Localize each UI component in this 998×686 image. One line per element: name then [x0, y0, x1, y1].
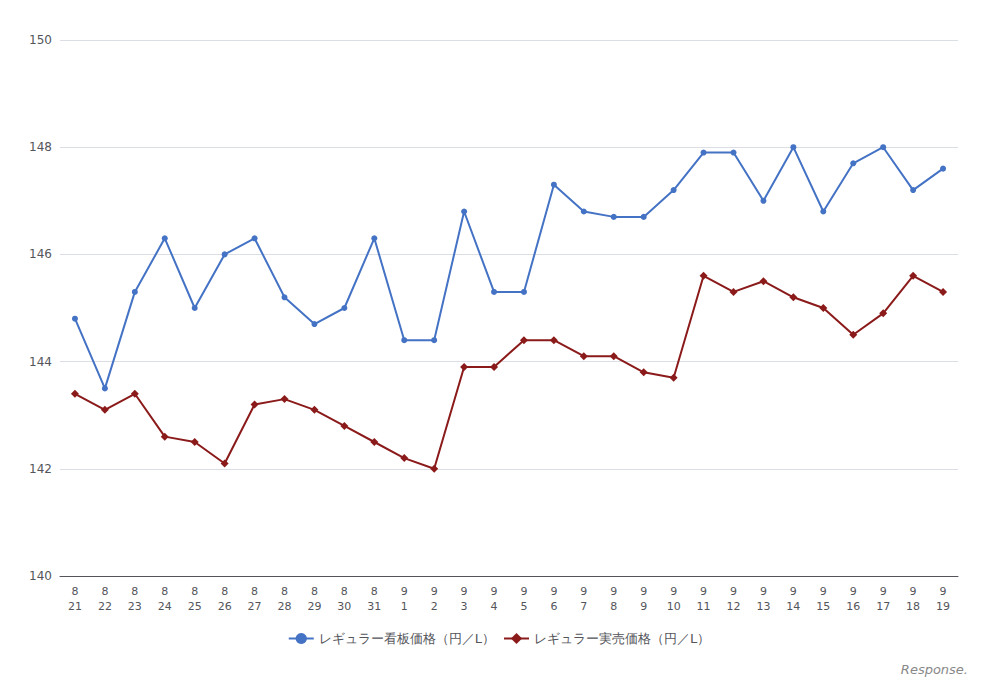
svg-text:27: 27 — [248, 600, 262, 613]
svg-text:9: 9 — [880, 585, 887, 598]
svg-text:8: 8 — [281, 585, 288, 598]
svg-text:8: 8 — [311, 585, 318, 598]
svg-text:31: 31 — [367, 600, 381, 613]
svg-text:9: 9 — [730, 585, 737, 598]
svg-text:3: 3 — [461, 600, 468, 613]
svg-text:7: 7 — [580, 600, 587, 613]
svg-text:18: 18 — [906, 600, 920, 613]
svg-text:9: 9 — [640, 585, 647, 598]
svg-text:6: 6 — [550, 600, 557, 613]
svg-text:9: 9 — [820, 585, 827, 598]
svg-text:148: 148 — [29, 140, 52, 154]
svg-text:8: 8 — [71, 585, 78, 598]
svg-text:レギュラー実売価格（円／L）: レギュラー実売価格（円／L） — [534, 631, 710, 646]
svg-text:10: 10 — [667, 600, 681, 613]
svg-text:9: 9 — [910, 585, 917, 598]
svg-text:9: 9 — [610, 585, 617, 598]
svg-text:13: 13 — [756, 600, 770, 613]
svg-text:9: 9 — [790, 585, 797, 598]
svg-text:8: 8 — [191, 585, 198, 598]
svg-text:9: 9 — [401, 585, 408, 598]
svg-text:29: 29 — [307, 600, 321, 613]
svg-text:9: 9 — [940, 585, 947, 598]
svg-text:30: 30 — [337, 600, 351, 613]
svg-text:8: 8 — [341, 585, 348, 598]
svg-text:8: 8 — [161, 585, 168, 598]
svg-text:146: 146 — [29, 247, 52, 261]
svg-text:9: 9 — [520, 585, 527, 598]
svg-text:8: 8 — [221, 585, 228, 598]
svg-text:8: 8 — [371, 585, 378, 598]
svg-text:16: 16 — [846, 600, 860, 613]
svg-text:4: 4 — [491, 600, 498, 613]
svg-text:150: 150 — [29, 33, 52, 47]
svg-text:9: 9 — [580, 585, 587, 598]
svg-text:Response.: Response. — [901, 662, 968, 677]
svg-text:8: 8 — [131, 585, 138, 598]
svg-text:144: 144 — [29, 355, 52, 369]
svg-text:25: 25 — [188, 600, 202, 613]
svg-text:14: 14 — [786, 600, 800, 613]
svg-text:9: 9 — [640, 600, 647, 613]
svg-text:8: 8 — [251, 585, 258, 598]
svg-text:2: 2 — [431, 600, 438, 613]
svg-text:9: 9 — [461, 585, 468, 598]
svg-text:レギュラー看板価格（円／L）: レギュラー看板価格（円／L） — [319, 631, 495, 646]
svg-text:8: 8 — [610, 600, 617, 613]
svg-text:9: 9 — [670, 585, 677, 598]
svg-text:24: 24 — [158, 600, 172, 613]
svg-text:9: 9 — [760, 585, 767, 598]
svg-text:19: 19 — [936, 600, 950, 613]
svg-text:11: 11 — [697, 600, 711, 613]
svg-text:9: 9 — [700, 585, 707, 598]
svg-text:26: 26 — [218, 600, 232, 613]
svg-text:5: 5 — [520, 600, 527, 613]
svg-text:9: 9 — [550, 585, 557, 598]
svg-text:15: 15 — [816, 600, 830, 613]
svg-text:12: 12 — [727, 600, 741, 613]
svg-text:9: 9 — [491, 585, 498, 598]
svg-text:1: 1 — [401, 600, 408, 613]
svg-text:140: 140 — [29, 569, 52, 583]
svg-text:142: 142 — [29, 462, 52, 476]
svg-text:9: 9 — [431, 585, 438, 598]
svg-text:9: 9 — [850, 585, 857, 598]
svg-text:17: 17 — [876, 600, 890, 613]
svg-text:22: 22 — [98, 600, 112, 613]
svg-text:21: 21 — [68, 600, 82, 613]
svg-text:28: 28 — [278, 600, 292, 613]
svg-text:8: 8 — [101, 585, 108, 598]
svg-text:23: 23 — [128, 600, 142, 613]
